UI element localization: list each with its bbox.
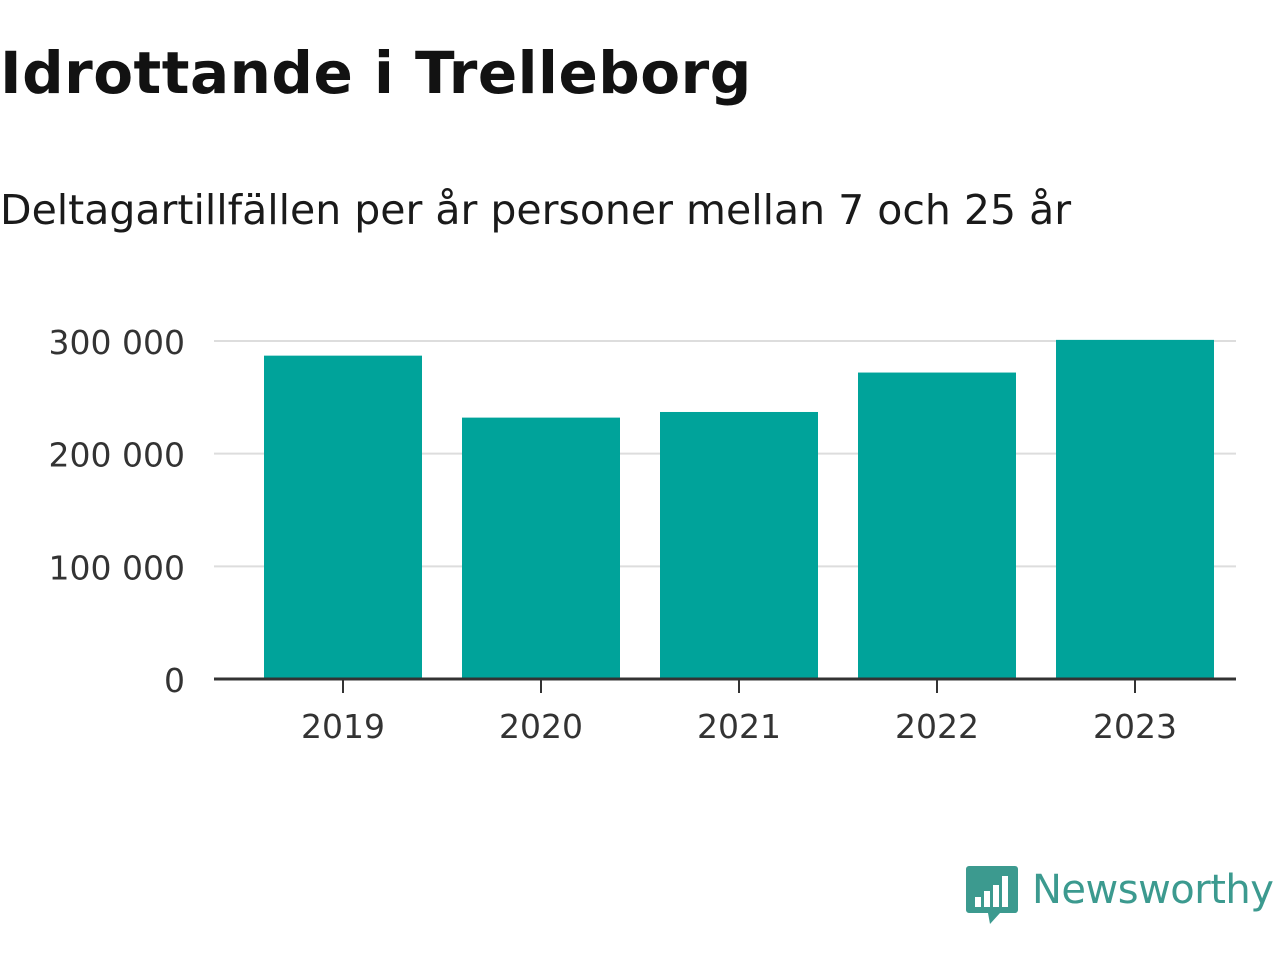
bar	[660, 411, 818, 679]
y-tick-label: 0	[164, 661, 185, 700]
x-tick-label: 2022	[895, 707, 979, 746]
newsworthy-logo-icon	[966, 866, 1018, 924]
x-tick-label: 2019	[301, 707, 385, 746]
y-tick-label: 200 000	[49, 436, 185, 475]
chart-title: Idrottande i Trelleborg	[0, 39, 752, 107]
y-tick-label: 100 000	[49, 548, 185, 587]
y-tick-label: 300 000	[49, 323, 185, 362]
x-tick-label: 2023	[1093, 707, 1177, 746]
bar	[858, 372, 1016, 679]
bar	[1056, 339, 1214, 679]
newsworthy-logo[interactable]: Newsworthy	[964, 864, 1280, 928]
newsworthy-wordmark: Newsworthy	[1032, 867, 1274, 913]
x-tick-label: 2020	[499, 707, 583, 746]
bar	[264, 355, 422, 679]
x-tick-label: 2021	[697, 707, 781, 746]
bar	[462, 417, 620, 679]
bar-chart: 0 100 000 200 000 300 000 2019 2020 2021 2022 20…	[49, 323, 1236, 746]
chart-subtitle: Deltagartillfällen per år personer mella…	[0, 186, 1072, 234]
